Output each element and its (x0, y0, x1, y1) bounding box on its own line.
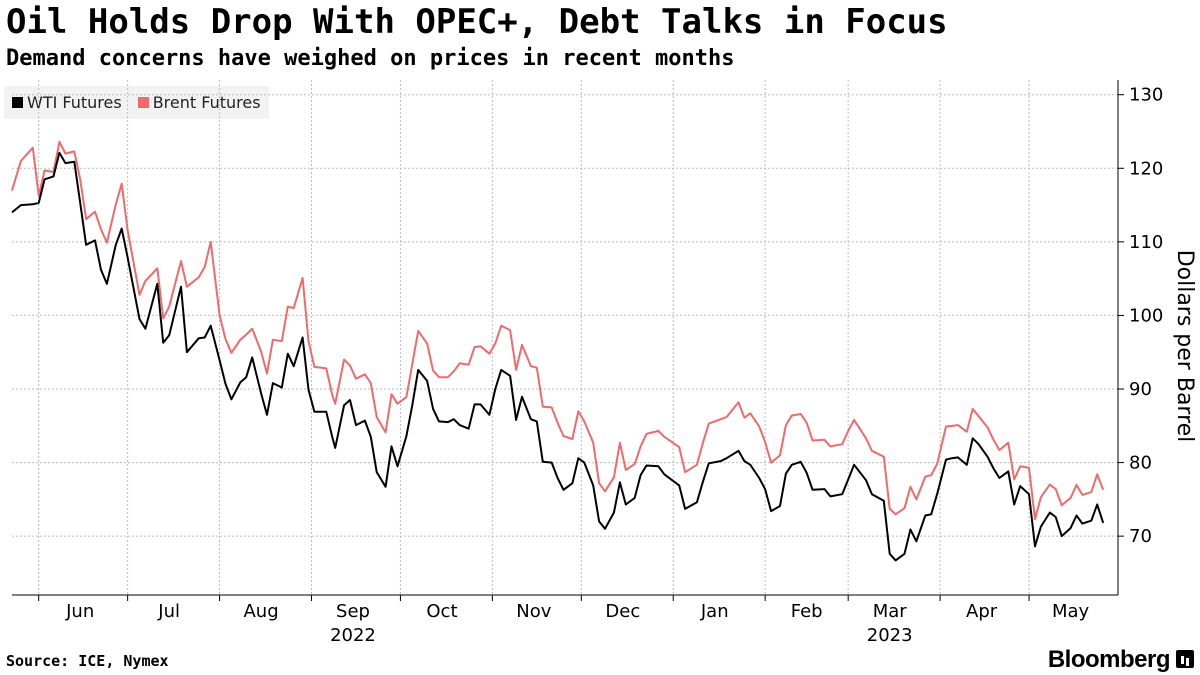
x-tick-label: Jan (700, 601, 729, 622)
x-tick-label: Nov (516, 601, 551, 622)
x-tick-label: Jul (157, 601, 180, 622)
y-tick-label: 90 (1129, 379, 1152, 400)
x-year-label: 2023 (867, 625, 913, 646)
y-tick-label: 120 (1129, 158, 1163, 179)
x-tick-label: May (1052, 601, 1090, 622)
legend-label-wti: WTI Futures (27, 93, 122, 112)
chart-title: Oil Holds Drop With OPEC+, Debt Talks in… (6, 2, 948, 42)
source-note: Source: ICE, Nymex (6, 652, 169, 670)
x-tick-label: Oct (426, 601, 457, 622)
x-tick-label: Mar (873, 601, 908, 622)
x-tick-label: Aug (243, 601, 278, 622)
x-tick-label: Jun (65, 601, 94, 622)
chart-subtitle: Demand concerns have weighed on prices i… (6, 46, 735, 71)
series-line-wti (11, 151, 1105, 562)
chart-legend: WTI Futures Brent Futures (4, 86, 269, 119)
y-tick-label: 70 (1129, 526, 1152, 547)
y-tick-label: 130 (1129, 85, 1163, 106)
y-axis-title: Dollars per Barrel (1172, 250, 1197, 443)
y-tick-label: 80 (1129, 453, 1152, 474)
legend-item-brent: Brent Futures (137, 93, 261, 112)
series-line-brent (11, 140, 1105, 521)
legend-item-wti: WTI Futures (12, 93, 122, 112)
x-tick-label: Sep (336, 601, 370, 622)
x-year-label: 2022 (330, 625, 376, 646)
y-tick-label: 110 (1129, 232, 1163, 253)
terminal-icon (1176, 650, 1194, 668)
x-tick-label: Apr (966, 601, 998, 622)
legend-swatch-brent (137, 97, 149, 108)
y-tick-label: 100 (1129, 305, 1163, 326)
x-tick-label: Dec (605, 601, 640, 622)
x-tick-label: Feb (791, 601, 823, 622)
brand-logo: Bloomberg (1047, 646, 1171, 673)
legend-label-brent: Brent Futures (152, 93, 261, 112)
legend-swatch-wti (12, 97, 23, 108)
